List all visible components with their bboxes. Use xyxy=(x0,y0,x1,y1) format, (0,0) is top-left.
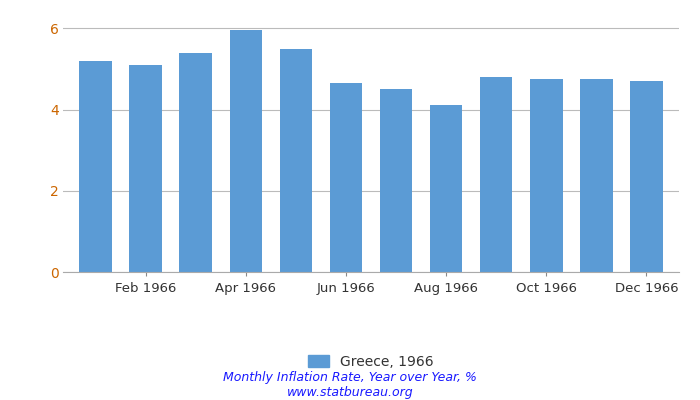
Text: www.statbureau.org: www.statbureau.org xyxy=(287,386,413,399)
Bar xyxy=(279,48,312,272)
Bar xyxy=(430,106,463,272)
Legend: Greece, 1966: Greece, 1966 xyxy=(302,349,440,374)
Bar xyxy=(230,30,262,272)
Bar xyxy=(530,79,563,272)
Bar xyxy=(580,79,612,272)
Bar xyxy=(179,53,212,272)
Bar xyxy=(380,89,412,272)
Bar xyxy=(79,61,112,272)
Bar xyxy=(130,65,162,272)
Text: Monthly Inflation Rate, Year over Year, %: Monthly Inflation Rate, Year over Year, … xyxy=(223,372,477,384)
Bar xyxy=(480,77,512,272)
Bar xyxy=(330,83,362,272)
Bar xyxy=(630,81,663,272)
